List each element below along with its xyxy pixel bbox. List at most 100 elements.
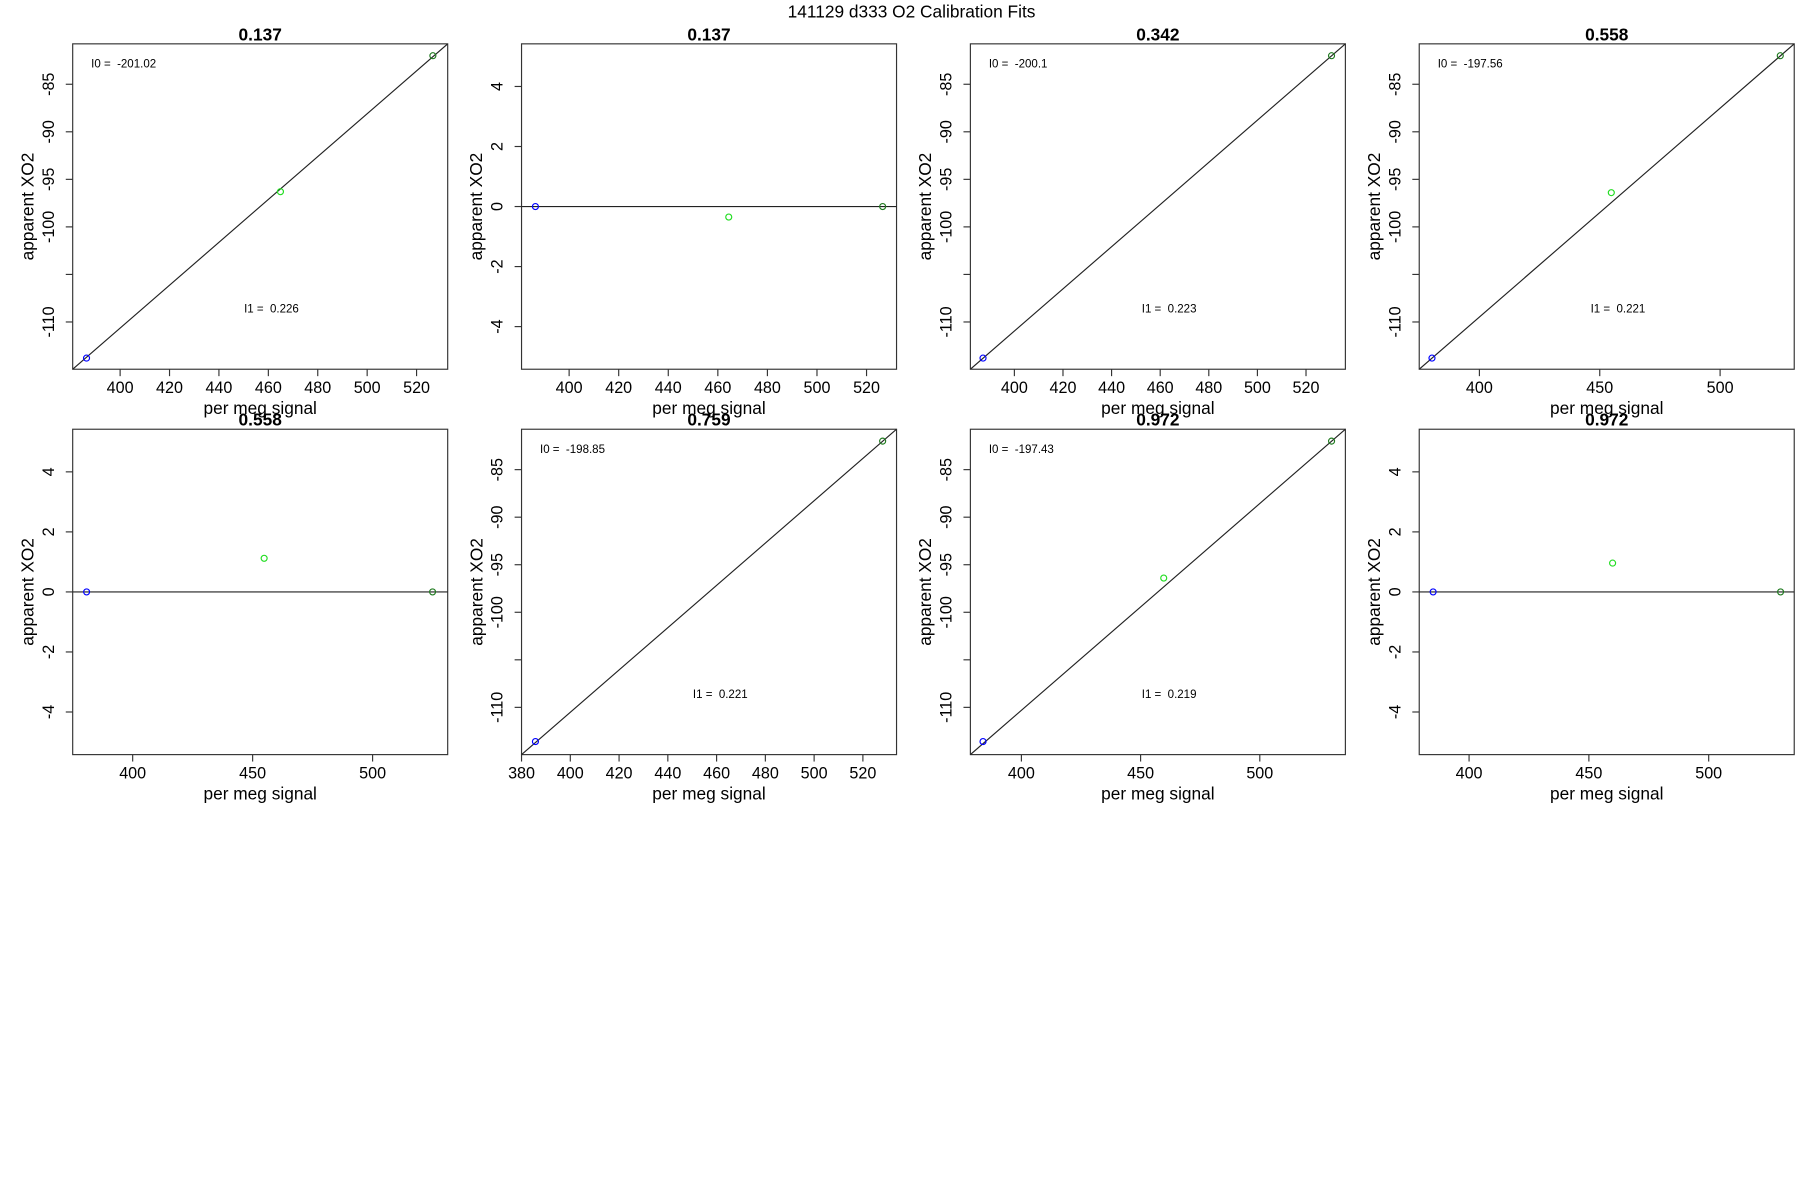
data-point: [1776, 588, 1785, 596]
data-point: [1429, 588, 1437, 596]
y-tick-label: -110: [938, 306, 956, 337]
x-tick-label: 500: [354, 379, 381, 397]
panel: 0.558 400 450 500 -85 -90 -95 -100 -110 per meg s…: [1364, 24, 1795, 418]
data-point: [1776, 52, 1784, 60]
data-point: [1327, 437, 1336, 445]
x-tick-label: 400: [1008, 764, 1035, 782]
y-tick-label: -4: [40, 705, 58, 719]
data-point: [979, 738, 987, 746]
x-tick-label: 460: [704, 379, 731, 397]
x-tick-label: 520: [1293, 379, 1320, 397]
x-tick-label: 440: [1098, 379, 1125, 397]
y-tick-label: -2: [40, 645, 58, 659]
fit-annotation: I0 = -201.02: [91, 59, 156, 71]
x-tick-label: 450: [239, 764, 266, 782]
plot-frame: [969, 43, 1346, 370]
x-tick-label: 520: [403, 379, 430, 397]
x-tick-label: 450: [1586, 379, 1613, 397]
y-axis-title: apparent XO2: [915, 153, 935, 261]
y-tick-label: -110: [1386, 306, 1404, 337]
data-point: [531, 738, 540, 746]
x-tick-label: 480: [304, 379, 331, 397]
fit-line: [970, 43, 1346, 370]
x-tick-label: 440: [205, 379, 232, 397]
y-tick-label: -90: [40, 120, 58, 143]
y-tick-label: -110: [938, 692, 956, 723]
y-tick-label: 2: [40, 527, 58, 536]
data-point: [83, 588, 91, 596]
plot-frame: [72, 43, 449, 370]
y-tick-label: -100: [1386, 211, 1404, 243]
y-tick-label: -2: [1386, 645, 1404, 659]
y-axis-title: apparent XO2: [466, 153, 486, 261]
y-tick-label: 0: [40, 587, 58, 596]
fit-line: [521, 429, 897, 755]
panel-title: 0.759: [687, 410, 730, 430]
y-tick-label: 0: [489, 202, 507, 211]
x-tick-label: 440: [655, 379, 682, 397]
panel: 0.759 380 400 420 440 460 480 500 520 -85 -90 -95 -1…: [466, 410, 898, 804]
fit-line: [970, 429, 1346, 755]
data-point: [1160, 574, 1168, 582]
x-tick-label: 420: [605, 379, 632, 397]
fit-annotation: I0 = -197.43: [989, 444, 1054, 456]
x-tick-label: 500: [1244, 379, 1271, 397]
y-tick-label: -90: [1386, 120, 1404, 143]
x-tick-label: 500: [359, 764, 386, 782]
panel: 0.137 400 420 440 460 480 500 520 -85 -90 -95 -100 -…: [17, 24, 449, 418]
x-tick-label: 450: [1127, 764, 1154, 782]
panel: 0.972 400 450 500 -4 -2 0 2 4 per meg signal appar…: [1364, 410, 1795, 804]
y-tick-label: -85: [938, 73, 956, 96]
y-tick-label: -2: [489, 259, 507, 273]
panel-title: 0.558: [1585, 24, 1629, 44]
fit-annotation: I0 = -198.85: [540, 444, 605, 456]
data-point: [879, 437, 887, 445]
y-axis-title: apparent XO2: [915, 538, 935, 646]
x-tick-label: 420: [156, 379, 183, 397]
y-tick-label: 4: [40, 467, 58, 476]
y-tick-label: 2: [489, 142, 507, 151]
x-axis-title: per meg signal: [652, 784, 765, 804]
y-tick-label: -100: [938, 596, 956, 628]
y-axis-title: apparent XO2: [1364, 153, 1384, 261]
data-point: [1428, 354, 1436, 362]
data-point: [1607, 189, 1615, 197]
y-tick-label: -95: [938, 553, 956, 576]
x-tick-label: 480: [752, 764, 779, 782]
y-tick-label: -85: [40, 73, 58, 96]
x-tick-label: 400: [1456, 764, 1483, 782]
y-tick-label: -100: [938, 211, 956, 243]
x-axis-title: per meg signal: [203, 398, 316, 418]
x-axis-title: per meg signal: [203, 784, 316, 804]
x-tick-label: 380: [508, 764, 535, 782]
panel: 0.558 400 450 500 -4 -2 0 2 4 per meg signal appar…: [17, 410, 449, 804]
x-tick-label: 420: [606, 764, 633, 782]
data-point: [1609, 559, 1617, 567]
x-axis-title: per meg signal: [1101, 398, 1214, 418]
x-tick-label: 500: [1246, 764, 1273, 782]
fit-annotation: I1 = 0.221: [693, 689, 748, 701]
x-tick-label: 400: [557, 764, 584, 782]
y-tick-label: -85: [938, 458, 956, 481]
y-tick-label: -4: [1386, 705, 1404, 719]
y-tick-label: 0: [1386, 587, 1404, 596]
panel: 0.972 400 450 500 -85 -90 -95 -100 -110 per meg s…: [915, 410, 1346, 804]
y-tick-label: -100: [40, 211, 58, 243]
x-tick-label: 460: [255, 379, 282, 397]
fit-line: [72, 43, 448, 370]
data-point: [429, 52, 437, 60]
data-point: [879, 202, 887, 211]
fit-annotation: I0 = -200.1: [989, 59, 1048, 71]
x-tick-label: 400: [107, 379, 134, 397]
data-point: [1327, 52, 1336, 60]
x-tick-label: 520: [853, 379, 880, 397]
x-tick-label: 500: [1707, 379, 1734, 397]
fit-annotation: I1 = 0.223: [1142, 303, 1197, 315]
panel: 0.342 400 420 440 460 480 500 520 -85 -90 -95 -100 -…: [915, 24, 1346, 418]
x-axis-title: per meg signal: [1550, 784, 1663, 804]
y-tick-label: -90: [489, 506, 507, 529]
data-point: [276, 188, 285, 196]
x-axis-title: per meg signal: [652, 398, 765, 418]
